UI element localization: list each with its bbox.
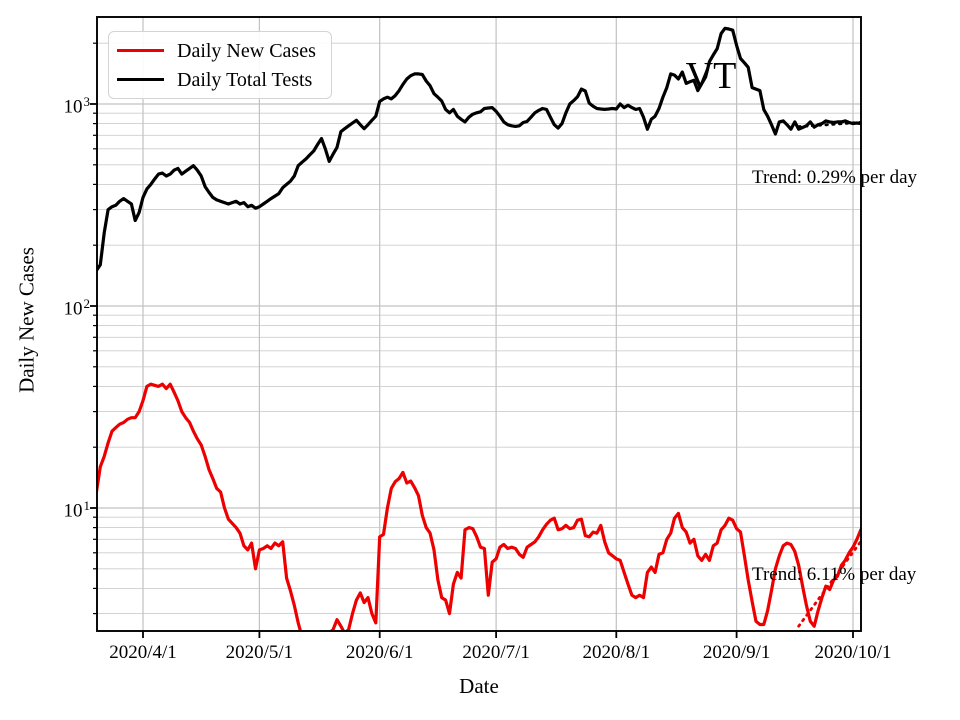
legend-label-cases: Daily New Cases <box>177 39 316 62</box>
y-tick-label: 101 <box>63 498 91 522</box>
x-tick-label: 2020/5/1 <box>225 642 294 663</box>
daily-new-cases-path <box>97 382 861 631</box>
tests-trend-annotation: Trend: 0.29% per day <box>752 167 917 188</box>
legend-box: Daily New Cases Daily Total Tests <box>108 31 332 99</box>
x-axis-title: Date <box>459 674 499 698</box>
legend-row-tests: Daily Total Tests <box>109 69 331 91</box>
x-tick-label: 2020/9/1 <box>702 642 771 663</box>
cases-trend-annotation: Trend: 6.11% per day <box>752 564 917 585</box>
legend-label-tests: Daily Total Tests <box>177 68 313 91</box>
x-tick-label: 2020/10/1 <box>814 642 892 663</box>
y-tick-label: 102 <box>63 296 91 320</box>
plot-border <box>96 16 862 632</box>
x-tick-label: 2020/7/1 <box>462 642 530 663</box>
y-tick-label: 103 <box>63 94 91 118</box>
x-tick-label: 2020/6/1 <box>345 642 414 663</box>
daily-new-cases-trend-path <box>797 539 861 628</box>
legend-row-cases: Daily New Cases <box>109 40 331 62</box>
cases-line-swatch <box>117 48 164 53</box>
daily-total-tests-path <box>97 26 861 272</box>
y-axis-title: Daily New Cases <box>14 247 39 393</box>
region-label: VT <box>685 55 737 97</box>
x-tick-label: 2020/8/1 <box>582 642 651 663</box>
tests-line-swatch <box>117 77 164 82</box>
x-tick-label: 2020/4/1 <box>109 642 177 663</box>
